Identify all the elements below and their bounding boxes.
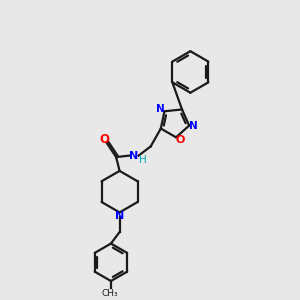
- Text: O: O: [176, 135, 185, 145]
- Text: O: O: [99, 133, 109, 146]
- Text: N: N: [115, 212, 124, 221]
- Text: H: H: [139, 155, 146, 165]
- Text: N: N: [189, 122, 198, 131]
- Text: N: N: [156, 104, 165, 114]
- Text: CH₃: CH₃: [101, 289, 118, 298]
- Text: N: N: [129, 151, 139, 160]
